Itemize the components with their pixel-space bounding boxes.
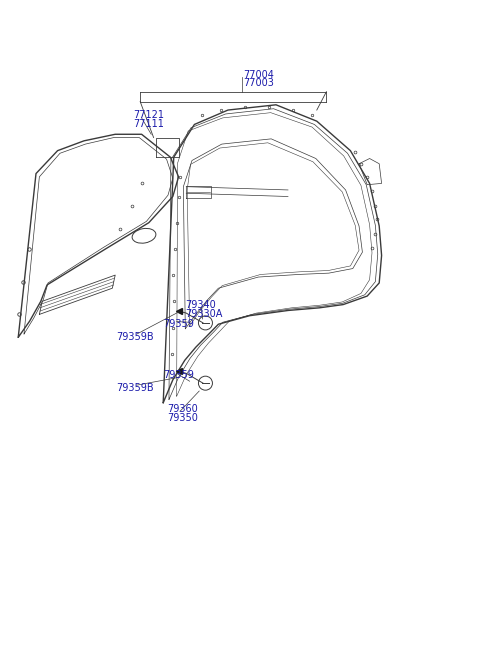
Text: 77111: 77111 — [133, 119, 164, 129]
Text: 79340: 79340 — [185, 300, 216, 310]
Text: 77004: 77004 — [243, 69, 274, 80]
Text: 79359B: 79359B — [116, 331, 154, 342]
Text: 77121: 77121 — [133, 110, 165, 121]
Text: 79330A: 79330A — [185, 309, 223, 319]
Text: 79350: 79350 — [167, 413, 198, 423]
Text: 79359B: 79359B — [116, 383, 154, 393]
Text: 79360: 79360 — [167, 404, 198, 415]
Text: 79359: 79359 — [163, 318, 194, 329]
Text: 79359: 79359 — [163, 370, 194, 381]
Text: 77003: 77003 — [243, 78, 274, 88]
